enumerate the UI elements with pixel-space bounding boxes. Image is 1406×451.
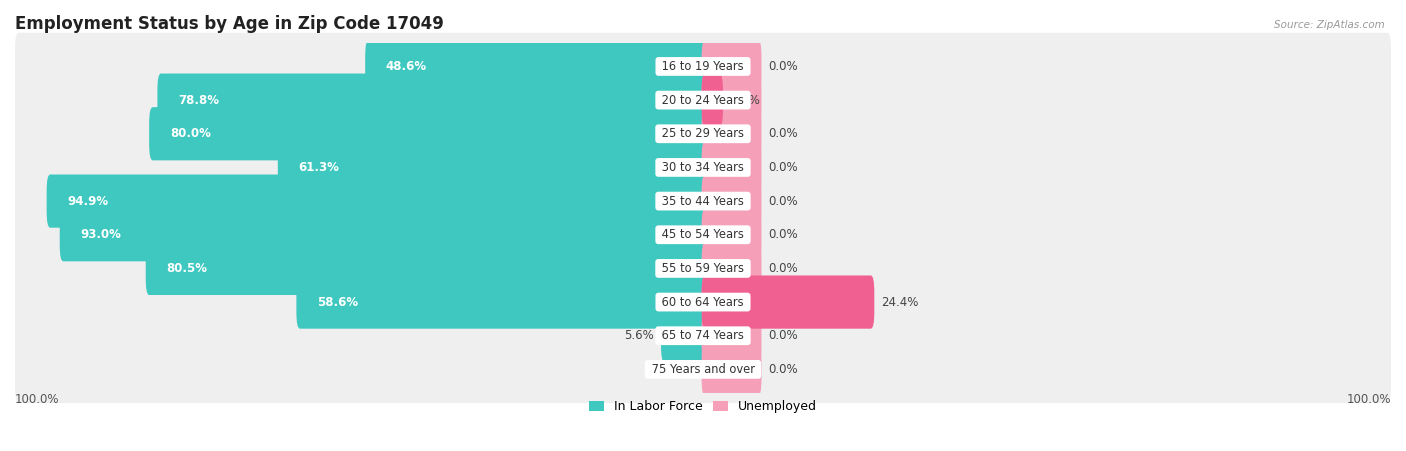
- FancyBboxPatch shape: [15, 134, 1391, 201]
- FancyBboxPatch shape: [15, 33, 1391, 100]
- Text: 20 to 24 Years: 20 to 24 Years: [658, 94, 748, 106]
- Text: 61.3%: 61.3%: [298, 161, 339, 174]
- FancyBboxPatch shape: [59, 208, 704, 261]
- FancyBboxPatch shape: [46, 175, 704, 228]
- FancyBboxPatch shape: [15, 66, 1391, 134]
- FancyBboxPatch shape: [702, 309, 762, 362]
- FancyBboxPatch shape: [702, 40, 762, 93]
- Text: 0.0%: 0.0%: [768, 60, 799, 73]
- FancyBboxPatch shape: [702, 107, 762, 161]
- Text: 24.4%: 24.4%: [882, 295, 918, 308]
- FancyBboxPatch shape: [702, 208, 762, 261]
- FancyBboxPatch shape: [702, 343, 762, 396]
- Text: 75 Years and over: 75 Years and over: [648, 363, 758, 376]
- FancyBboxPatch shape: [278, 141, 704, 194]
- FancyBboxPatch shape: [157, 74, 704, 127]
- Text: 60 to 64 Years: 60 to 64 Years: [658, 295, 748, 308]
- Text: 0.0%: 0.0%: [768, 194, 799, 207]
- FancyBboxPatch shape: [15, 167, 1391, 235]
- Legend: In Labor Force, Unemployed: In Labor Force, Unemployed: [583, 395, 823, 418]
- Text: 0.0%: 0.0%: [768, 329, 799, 342]
- Text: 0.0%: 0.0%: [768, 363, 799, 376]
- Text: 35 to 44 Years: 35 to 44 Years: [658, 194, 748, 207]
- Text: 0.0%: 0.0%: [768, 262, 799, 275]
- Text: 25 to 29 Years: 25 to 29 Years: [658, 127, 748, 140]
- FancyBboxPatch shape: [702, 141, 762, 194]
- FancyBboxPatch shape: [15, 336, 1391, 403]
- FancyBboxPatch shape: [297, 276, 704, 329]
- Text: 0.0%: 0.0%: [768, 127, 799, 140]
- Text: Source: ZipAtlas.com: Source: ZipAtlas.com: [1274, 20, 1385, 30]
- Text: 80.0%: 80.0%: [170, 127, 211, 140]
- Text: 0.0%: 0.0%: [664, 363, 693, 376]
- Text: 58.6%: 58.6%: [316, 295, 359, 308]
- Text: 78.8%: 78.8%: [179, 94, 219, 106]
- FancyBboxPatch shape: [15, 100, 1391, 167]
- FancyBboxPatch shape: [15, 235, 1391, 302]
- FancyBboxPatch shape: [702, 74, 723, 127]
- Text: 45 to 54 Years: 45 to 54 Years: [658, 228, 748, 241]
- FancyBboxPatch shape: [15, 201, 1391, 268]
- FancyBboxPatch shape: [702, 175, 762, 228]
- FancyBboxPatch shape: [15, 268, 1391, 336]
- Text: 100.0%: 100.0%: [1347, 393, 1391, 406]
- Text: Employment Status by Age in Zip Code 17049: Employment Status by Age in Zip Code 170…: [15, 15, 444, 33]
- FancyBboxPatch shape: [661, 309, 704, 362]
- Text: 94.9%: 94.9%: [67, 194, 108, 207]
- Text: 100.0%: 100.0%: [15, 393, 59, 406]
- FancyBboxPatch shape: [702, 74, 762, 127]
- Text: 0.0%: 0.0%: [768, 161, 799, 174]
- FancyBboxPatch shape: [702, 276, 762, 329]
- FancyBboxPatch shape: [702, 242, 762, 295]
- Text: 93.0%: 93.0%: [80, 228, 121, 241]
- FancyBboxPatch shape: [15, 302, 1391, 369]
- Text: 2.4%: 2.4%: [730, 94, 759, 106]
- FancyBboxPatch shape: [146, 242, 704, 295]
- Text: 0.0%: 0.0%: [768, 228, 799, 241]
- Text: 55 to 59 Years: 55 to 59 Years: [658, 262, 748, 275]
- Text: 16 to 19 Years: 16 to 19 Years: [658, 60, 748, 73]
- Text: 48.6%: 48.6%: [385, 60, 427, 73]
- FancyBboxPatch shape: [702, 276, 875, 329]
- Text: 65 to 74 Years: 65 to 74 Years: [658, 329, 748, 342]
- FancyBboxPatch shape: [366, 40, 704, 93]
- Text: 5.6%: 5.6%: [624, 329, 654, 342]
- FancyBboxPatch shape: [149, 107, 704, 161]
- Text: 80.5%: 80.5%: [166, 262, 207, 275]
- Text: 30 to 34 Years: 30 to 34 Years: [658, 161, 748, 174]
